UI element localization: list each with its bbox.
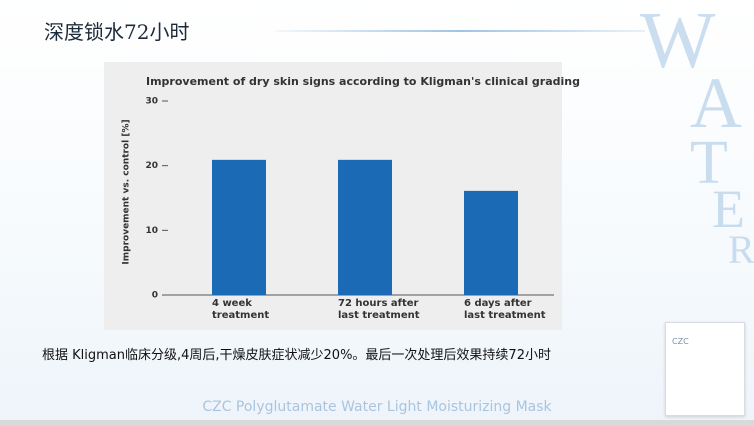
x-tick-label: last treatment [338,310,420,321]
x-tick-label: 72 hours after [338,298,419,309]
bar [464,190,518,295]
chart-title: Improvement of dry skin signs according … [146,75,580,88]
caption: 根据 Kligman临床分级,4周后,干燥皮肤症状减少20%。最后一次处理后效果… [42,348,551,363]
y-tick-label: 10 [145,226,158,236]
y-tick-label: 0 [152,291,158,301]
bar [212,159,266,295]
bottom-strip [0,420,754,426]
y-axis-label: Improvement vs. control [%] [122,119,132,264]
footer: CZC Polyglutamate Water Light Moisturizi… [202,399,552,415]
slide-title: 深度锁水72小时 [44,20,190,44]
decor-letter: E [712,179,745,239]
decor-letter: A [690,63,742,143]
y-tick-label: 20 [145,161,158,171]
x-tick-label: treatment [212,310,269,321]
decor-letter: R [728,227,754,272]
decor-letter: W [640,0,716,85]
x-tick-label: 6 days after [464,298,532,309]
brand: CZC [672,337,689,346]
x-tick-label: 4 week [212,298,252,309]
bar [338,159,392,295]
decor-letter: T [690,129,728,197]
y-tick-label: 30 [145,97,158,107]
x-tick-label: last treatment [464,310,546,321]
title-rule [275,30,645,32]
product-box: CZC [665,322,745,416]
